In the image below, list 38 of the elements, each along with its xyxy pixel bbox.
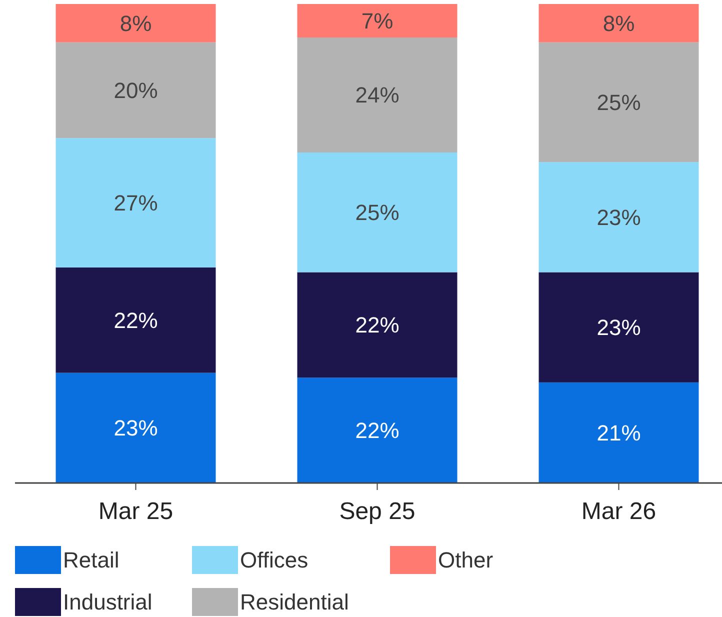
bar bbox=[56, 267, 216, 373]
bar bbox=[538, 4, 699, 42]
legend-label: Industrial bbox=[63, 590, 152, 615]
data-label: 22% bbox=[114, 308, 158, 333]
data-label: 25% bbox=[355, 200, 400, 226]
data-label: 25% bbox=[596, 90, 641, 115]
x-tick-label: Mar 26 bbox=[581, 498, 656, 525]
data-label: 23% bbox=[596, 315, 641, 340]
data-label: 20% bbox=[114, 78, 158, 103]
data-label: 7% bbox=[361, 8, 394, 34]
data-label: 24% bbox=[355, 82, 400, 108]
bar bbox=[56, 372, 216, 483]
data-label: 22% bbox=[355, 312, 400, 338]
bar bbox=[56, 42, 216, 138]
data-label: 23% bbox=[596, 204, 641, 230]
bar bbox=[538, 162, 699, 272]
bar bbox=[297, 4, 458, 38]
bar bbox=[56, 138, 216, 268]
bar bbox=[538, 272, 699, 382]
x-tick-label: Sep 25 bbox=[339, 498, 416, 525]
data-label: 22% bbox=[355, 418, 400, 444]
bar bbox=[56, 4, 216, 42]
data-label: 21% bbox=[596, 420, 641, 446]
data-label: 23% bbox=[114, 416, 158, 441]
x-tick-label: Mar 25 bbox=[98, 498, 174, 525]
legend-label: Retail bbox=[63, 548, 120, 573]
legend-label: Offices bbox=[240, 548, 308, 573]
bar bbox=[297, 38, 458, 152]
data-label: 8% bbox=[602, 10, 635, 36]
legend-label: Other bbox=[438, 548, 494, 573]
bar bbox=[297, 378, 458, 483]
bar bbox=[297, 272, 458, 378]
data-label: 27% bbox=[114, 190, 158, 216]
bar bbox=[538, 42, 699, 162]
legend-label: Residential bbox=[240, 590, 349, 615]
data-label: 8% bbox=[120, 10, 152, 36]
bar bbox=[297, 152, 458, 272]
bar bbox=[538, 382, 699, 483]
